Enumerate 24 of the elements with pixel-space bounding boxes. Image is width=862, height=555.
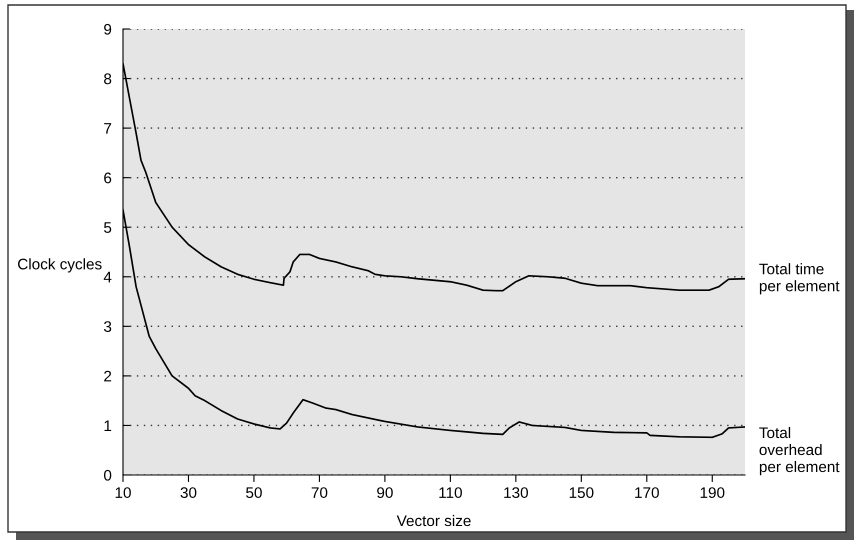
x-tick-label: 170 — [635, 487, 659, 498]
y-tick-label: 1 — [104, 420, 112, 431]
x-axis-title: Vector size — [396, 514, 471, 526]
y-tick-label: 9 — [104, 24, 112, 35]
x-tick-label: 10 — [116, 487, 131, 498]
y-tick-label: 3 — [104, 321, 112, 332]
series-label: Total time per element — [759, 263, 840, 294]
x-tick-label: 190 — [700, 487, 724, 498]
y-tick-label: 5 — [104, 222, 112, 233]
y-tick-label: 8 — [104, 73, 112, 84]
x-tick-label: 70 — [312, 487, 328, 498]
y-tick-label: 6 — [104, 172, 112, 184]
y-axis-title: Clock cycles — [18, 258, 102, 272]
y-tick-label: 7 — [104, 123, 112, 134]
x-tick-label: 90 — [377, 487, 393, 498]
x-tick-label: 130 — [504, 487, 528, 498]
x-tick-label: 150 — [570, 487, 594, 498]
x-tick-label: 50 — [246, 487, 262, 498]
series-label: Total overhead per element — [759, 426, 840, 476]
x-tick-label: 110 — [439, 487, 462, 498]
x-tick-label: 30 — [180, 487, 196, 498]
y-tick-label: 0 — [104, 470, 112, 481]
y-tick-label: 2 — [104, 370, 112, 382]
y-tick-label: 4 — [104, 272, 112, 282]
